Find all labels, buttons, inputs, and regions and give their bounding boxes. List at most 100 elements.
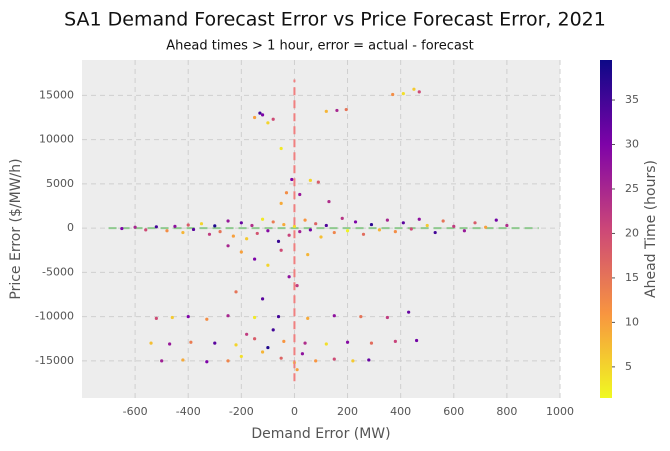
y-tick-label: 10000 — [39, 133, 74, 146]
point — [260, 350, 265, 354]
y-tick-label: -10000 — [35, 310, 74, 323]
point — [271, 117, 275, 121]
colorbar-tick-label: 15 — [625, 271, 639, 284]
point — [239, 354, 243, 359]
point — [391, 92, 395, 97]
point — [260, 217, 265, 221]
point — [255, 231, 259, 236]
point — [120, 226, 124, 231]
point — [234, 290, 238, 294]
point — [306, 316, 310, 320]
colorbar-tick-label: 10 — [625, 315, 639, 328]
y-tick-label: -15000 — [35, 354, 74, 367]
point — [266, 263, 270, 267]
point — [332, 314, 336, 318]
point — [149, 341, 153, 345]
point — [284, 191, 289, 195]
point — [160, 359, 164, 363]
point — [253, 315, 257, 320]
point — [276, 314, 281, 319]
point — [295, 368, 299, 372]
chart-title: SA1 Demand Forecast Error vs Price Forec… — [64, 9, 606, 31]
point — [308, 178, 312, 182]
point — [324, 109, 328, 113]
y-tick-label: 0 — [67, 221, 74, 234]
point — [298, 230, 302, 234]
point — [409, 227, 413, 231]
point — [393, 230, 397, 234]
point — [308, 228, 312, 232]
point — [199, 222, 204, 226]
point — [393, 339, 397, 343]
point — [276, 239, 281, 243]
point — [314, 359, 318, 363]
point — [324, 223, 328, 228]
point — [369, 341, 374, 345]
point — [239, 250, 243, 254]
point — [412, 87, 416, 91]
point — [319, 235, 323, 239]
point — [417, 90, 421, 94]
point — [415, 338, 419, 343]
point — [353, 220, 358, 224]
point — [361, 232, 366, 236]
point — [260, 113, 265, 117]
point — [239, 221, 243, 225]
x-tick-label: -400 — [176, 405, 201, 418]
point — [213, 341, 217, 345]
point — [417, 217, 421, 221]
point — [245, 237, 249, 241]
point — [154, 316, 158, 320]
point — [218, 230, 222, 234]
point — [165, 229, 169, 233]
point — [316, 180, 320, 184]
point — [207, 232, 212, 236]
point — [401, 92, 405, 96]
point — [332, 230, 336, 235]
point — [213, 224, 217, 228]
point — [279, 248, 283, 252]
colorbar — [600, 60, 612, 398]
point — [292, 224, 297, 228]
point — [205, 317, 209, 321]
point — [295, 284, 299, 288]
x-tick-label: -600 — [123, 405, 148, 418]
x-tick-label: 0 — [291, 405, 298, 418]
point — [189, 340, 193, 344]
point — [133, 225, 137, 229]
y-tick-label: 15000 — [39, 88, 74, 101]
colorbar-tick-label: 35 — [625, 93, 639, 106]
point — [260, 297, 265, 301]
point — [191, 227, 196, 232]
point — [306, 253, 310, 257]
point — [271, 220, 275, 224]
point — [344, 107, 348, 112]
point — [266, 345, 270, 350]
point — [231, 234, 235, 238]
point — [314, 222, 318, 226]
point — [433, 230, 437, 235]
point — [253, 257, 257, 261]
point — [367, 358, 371, 362]
point — [324, 342, 328, 346]
point — [173, 224, 177, 228]
point — [332, 357, 336, 361]
point — [253, 115, 257, 120]
colorbar-tick-label: 30 — [625, 138, 639, 151]
point — [473, 221, 477, 225]
point — [154, 225, 158, 229]
point — [298, 192, 302, 197]
point — [279, 146, 283, 151]
point — [282, 339, 286, 343]
x-axis-label: Demand Error (MW) — [251, 426, 390, 442]
x-tick-label: 600 — [443, 405, 464, 418]
point — [385, 218, 389, 222]
point — [351, 359, 355, 363]
point — [452, 224, 456, 228]
point — [340, 216, 344, 220]
point — [186, 223, 190, 227]
point — [287, 275, 291, 279]
point — [494, 218, 498, 222]
colorbar-tick-label: 20 — [625, 226, 639, 239]
